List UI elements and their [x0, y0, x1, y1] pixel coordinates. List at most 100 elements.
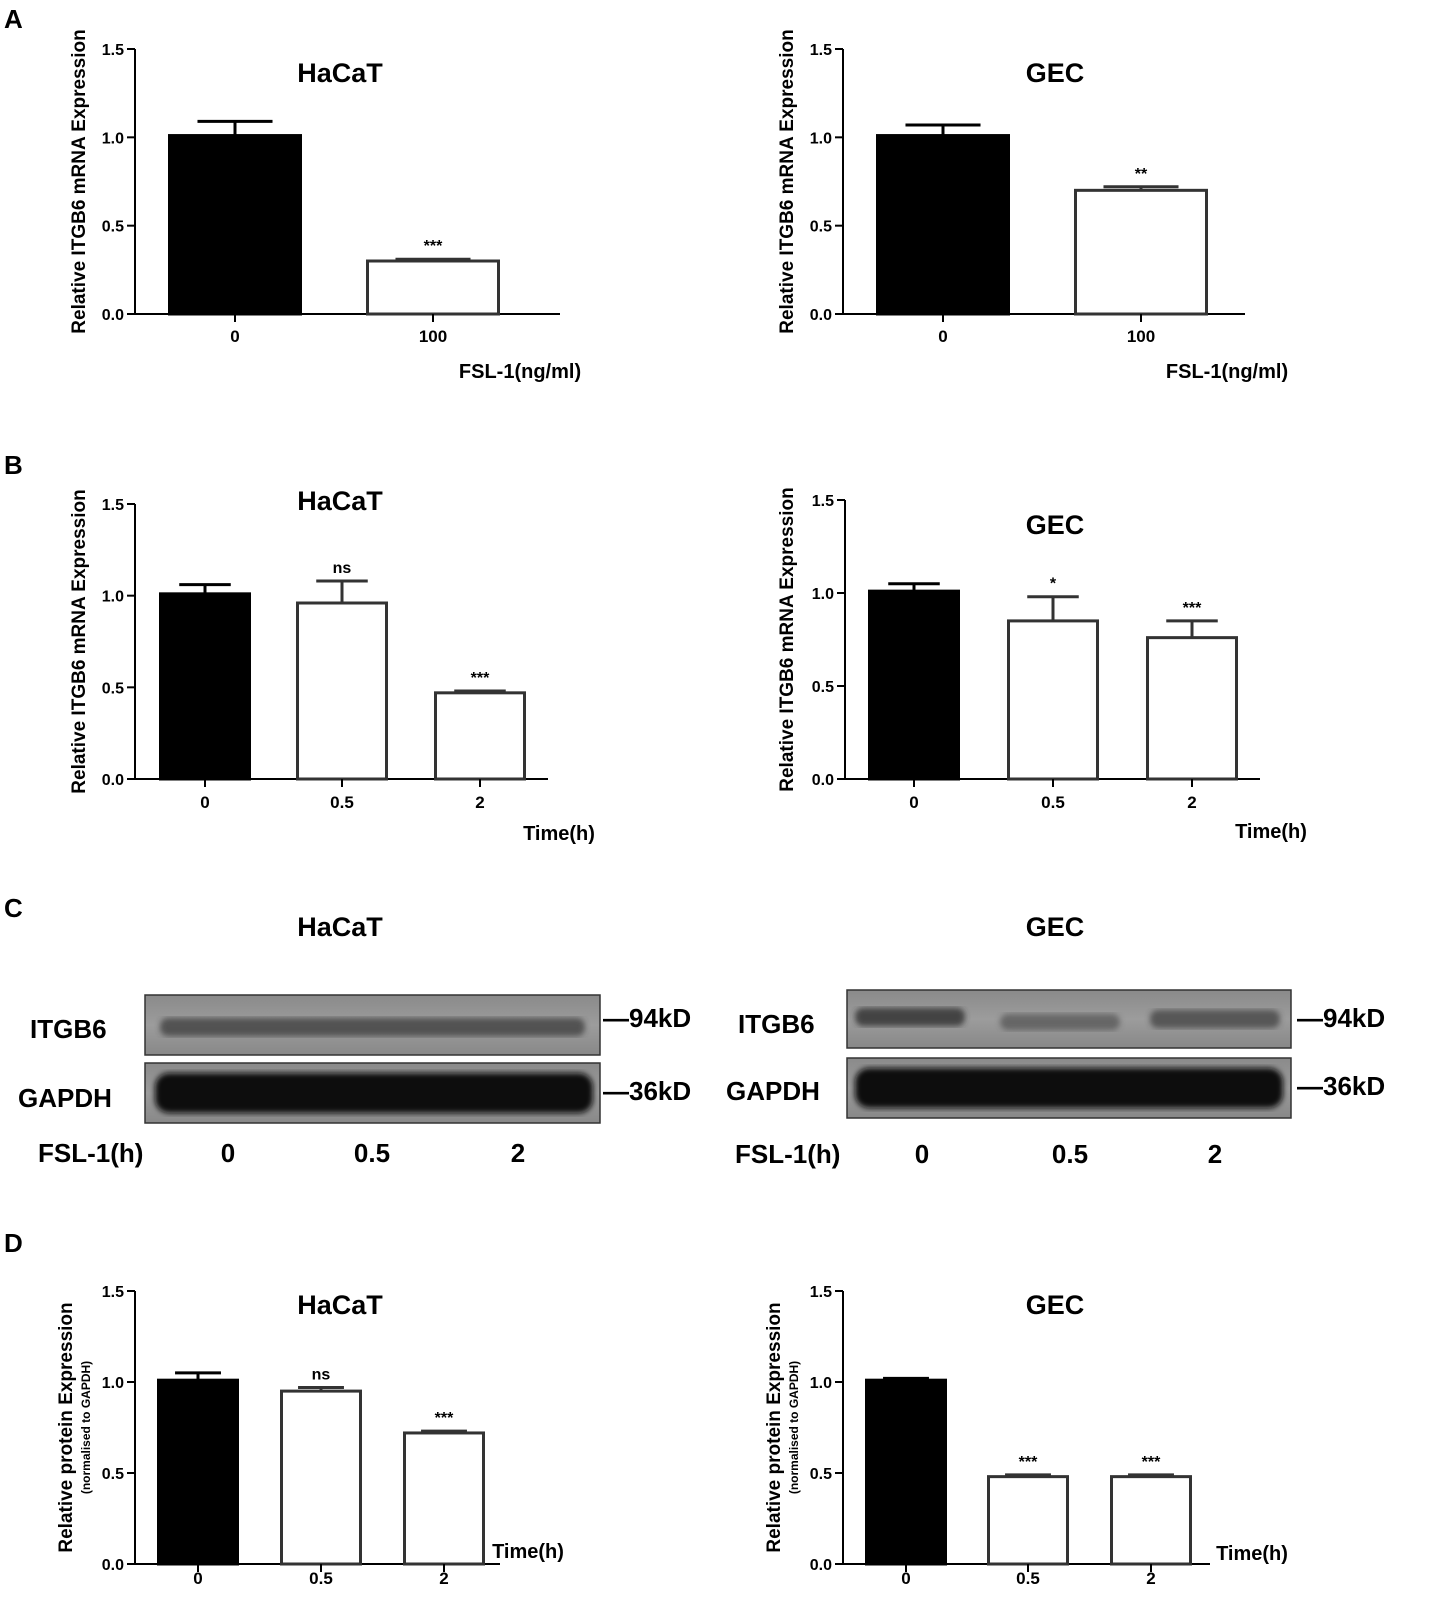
x-tick-label: 2 [1146, 1569, 1155, 1588]
x-axis-label: FSL-1(ng/ml) [459, 361, 581, 383]
treatment-label: FSL-1(h) [38, 1138, 143, 1168]
blot-hacat: HaCaT ITGB6 GAPDH —94kD —36kD FSL-1(h) 0… [18, 912, 691, 1168]
y-tick-label: 1.5 [810, 1284, 832, 1301]
bar [403, 1431, 485, 1566]
marker-94kd: —94kD [1297, 1003, 1385, 1033]
x-tick-label: 2 [1187, 793, 1196, 812]
x-tick-label: 0 [909, 793, 918, 812]
itgb6-band-gec [1150, 1010, 1280, 1028]
y-tick-label: 1.0 [810, 1375, 832, 1392]
y-axis-sublabel: (normalised to GAPDH) [79, 1361, 93, 1494]
y-tick-label: 0.0 [102, 307, 124, 324]
x-axis-label: FSL-1(ng/ml) [1166, 361, 1288, 383]
y-tick-label: 0.0 [810, 1557, 832, 1574]
x-tick-label: 0 [938, 327, 947, 346]
significance-label: *** [1183, 600, 1202, 617]
x-tick-label: 0.5 [330, 793, 354, 812]
y-tick-label: 1.5 [812, 493, 834, 510]
bar [296, 601, 388, 781]
blot-row-label-itgb6: ITGB6 [30, 1014, 107, 1044]
x-tick-label: 100 [419, 327, 447, 346]
lane-label: 0.5 [354, 1138, 390, 1168]
blot-title-hacat: HaCaT [297, 912, 383, 942]
bar [434, 691, 526, 781]
lane-label: 2 [1208, 1139, 1222, 1169]
significance-label: *** [424, 238, 443, 255]
x-tick-label: 0.5 [309, 1569, 333, 1588]
x-axis-label: Time(h) [1235, 821, 1307, 843]
y-axis-label: Relative protein Expression [56, 1302, 77, 1552]
x-tick-label: 2 [439, 1569, 448, 1588]
blot-row-label-itgb6: ITGB6 [738, 1009, 815, 1039]
y-tick-label: 1.0 [102, 130, 124, 147]
x-tick-label: 0 [200, 793, 209, 812]
y-tick-label: 0.5 [810, 219, 832, 236]
y-tick-label: 1.0 [102, 589, 124, 606]
marker-36kd: —36kD [603, 1076, 691, 1106]
lane-label: 0 [915, 1139, 929, 1169]
significance-label: *** [1142, 1454, 1161, 1471]
y-tick-label: 0.0 [102, 772, 124, 789]
x-axis-label: Time(h) [1216, 1543, 1288, 1565]
x-axis-label: Time(h) [523, 823, 595, 845]
y-axis-sublabel: (normalised to GAPDH) [787, 1361, 801, 1494]
bar [868, 589, 960, 781]
bar [366, 259, 500, 316]
significance-label: *** [435, 1410, 454, 1427]
gapdh-band-hacat [155, 1073, 593, 1113]
y-tick-label: 0.5 [102, 219, 124, 236]
panel-letter-b: B [4, 450, 23, 480]
y-tick-label: 0.5 [102, 680, 124, 697]
itgb6-band-gec [1000, 1014, 1120, 1030]
significance-label: ns [333, 560, 352, 577]
x-tick-label: 0.5 [1041, 793, 1065, 812]
y-tick-label: 1.5 [102, 42, 124, 59]
y-tick-label: 1.0 [102, 1375, 124, 1392]
itgb6-band-hacat [160, 1018, 585, 1036]
treatment-label: FSL-1(h) [735, 1139, 840, 1169]
marker-94kd: —94kD [603, 1003, 691, 1033]
blot-gec: GEC ITGB6 GAPDH —94kD —36kD FSL-1(h) 0 0… [726, 912, 1385, 1169]
panel-letter-d: D [4, 1228, 23, 1258]
x-tick-label: 100 [1127, 327, 1155, 346]
lane-label: 0 [221, 1138, 235, 1168]
panel-letter-a: A [4, 4, 23, 34]
y-tick-label: 1.5 [810, 42, 832, 59]
panel-letter-c: C [4, 893, 23, 923]
significance-label: * [1050, 576, 1057, 593]
x-tick-label: 2 [475, 793, 484, 812]
bar [1110, 1475, 1192, 1566]
bar [159, 592, 251, 781]
lane-label: 2 [511, 1138, 525, 1168]
y-axis-label: Relative protein Expression [764, 1302, 785, 1552]
y-tick-label: 1.0 [812, 586, 834, 603]
y-tick-label: 0.5 [102, 1466, 124, 1483]
y-tick-label: 0.0 [812, 772, 834, 789]
x-tick-label: 0 [901, 1569, 910, 1588]
blot-row-label-gapdh: GAPDH [18, 1083, 112, 1113]
significance-label: *** [471, 670, 490, 687]
significance-label: ns [312, 1366, 331, 1383]
gapdh-band-gec [855, 1068, 1283, 1108]
y-tick-label: 0.5 [812, 679, 834, 696]
x-tick-label: 0 [193, 1569, 202, 1588]
chart-title: GEC [1026, 1290, 1085, 1320]
x-axis-label: Time(h) [492, 1541, 564, 1563]
chart-title: HaCaT [297, 1290, 383, 1320]
y-tick-label: 1.5 [102, 497, 124, 514]
significance-label: *** [1019, 1454, 1038, 1471]
chart-title: HaCaT [297, 486, 383, 516]
chart-title: GEC [1026, 510, 1085, 540]
itgb6-band-gec [855, 1008, 965, 1026]
y-tick-label: 1.0 [810, 130, 832, 147]
y-tick-label: 1.5 [102, 1284, 124, 1301]
bar [168, 134, 302, 316]
chart-title: GEC [1026, 58, 1085, 88]
y-tick-label: 0.0 [102, 1557, 124, 1574]
